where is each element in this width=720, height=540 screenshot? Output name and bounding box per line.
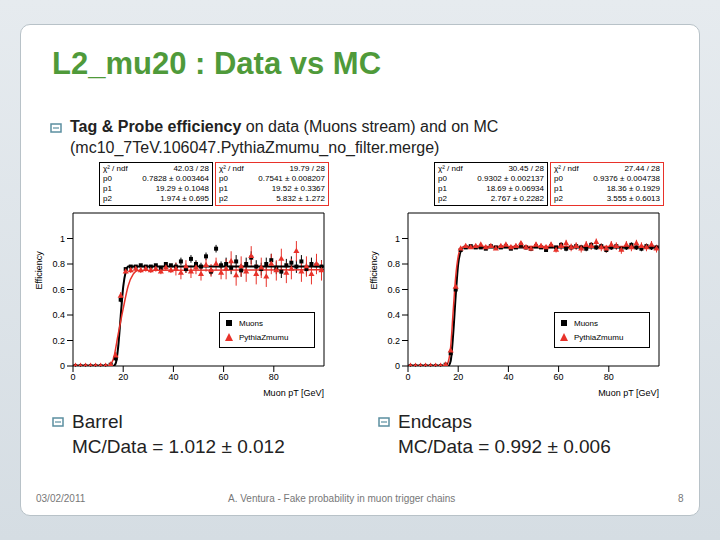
html-text:PythiaZmumu: PythiaZmumu [239,332,289,342]
html-text:PythiaZmumu: PythiaZmumu [574,332,624,342]
svg-text:0.2: 0.2 [387,336,400,346]
svg-text:1: 1 [395,234,400,244]
svg-text:80: 80 [604,372,614,382]
html-text:1.974 ± 0.695: 1.974 ± 0.695 [160,194,209,203]
html-text:8: 8 [678,493,684,504]
html-text:p2: p2 [554,194,563,203]
svg-text:20: 20 [118,372,128,382]
svg-text:60: 60 [554,372,564,382]
svg-text:0.4: 0.4 [52,310,65,320]
html-text:p1: p1 [103,184,112,193]
svg-text:0.6: 0.6 [52,285,65,295]
html-text:χ² / ndf: χ² / ndf [554,164,579,173]
html-text:19.52 ± 0.3367: 19.52 ± 0.3367 [271,184,325,193]
svg-text:40: 40 [503,372,513,382]
html-text:27.44 / 28: 27.44 / 28 [624,164,660,173]
html-text:p0: p0 [438,174,447,183]
html-text:χ² / ndf: χ² / ndf [103,164,128,173]
svg-text:0: 0 [70,372,75,382]
html-text:A. Ventura - Fake probability: A. Ventura - Fake probability in muon tr… [228,493,456,504]
html-text:19.29 ± 0.1048: 19.29 ± 0.1048 [155,184,209,193]
html-text:0.7541 ± 0.008207: 0.7541 ± 0.008207 [258,174,325,183]
html-text:p0: p0 [554,174,563,183]
html-text:p0: p0 [103,174,112,183]
html-text:Tag & Probe efficiency on data: Tag & Probe efficiency on data (Muons st… [70,118,499,156]
html-text:0.9302 ± 0.002137: 0.9302 ± 0.002137 [477,174,544,183]
html-text:42.03 / 28: 42.03 / 28 [173,164,209,173]
svg-text:80: 80 [269,372,279,382]
svg-text:0.4: 0.4 [387,310,400,320]
svg-text:0.8: 0.8 [52,259,65,269]
svg-text:0.6: 0.6 [387,285,400,295]
svg-text:Muon pT [GeV]: Muon pT [GeV] [263,388,324,398]
html-text:χ² / ndf: χ² / ndf [438,164,463,173]
html-text:χ² / ndf: χ² / ndf [219,164,244,173]
html-text:18.36 ± 0.1929: 18.36 ± 0.1929 [606,184,660,193]
html-text:MC/Data = 1.012 ± 0.012: MC/Data = 1.012 ± 0.012 [72,436,285,457]
html-text:p1: p1 [554,184,563,193]
html-text:p0: p0 [219,174,228,183]
svg-text:Efficiency: Efficiency [369,251,379,290]
html-text:19.79 / 28: 19.79 / 28 [289,164,325,173]
html-text:2.767 ± 0.2282: 2.767 ± 0.2282 [490,194,544,203]
html-text:L2_mu20 : Data vs MC: L2_mu20 : Data vs MC [52,46,382,81]
svg-text:1: 1 [60,234,65,244]
html-text:Endcaps: Endcaps [398,411,472,432]
html-text:p2: p2 [219,194,228,203]
html-text:p2: p2 [438,194,447,203]
svg-text:20: 20 [453,372,463,382]
html-text:03/02/2011: 03/02/2011 [36,493,86,504]
html-text:p1: p1 [438,184,447,193]
svg-text:0: 0 [405,372,410,382]
html-text:Barrel: Barrel [72,411,123,432]
svg-text:0.2: 0.2 [52,336,65,346]
html-text:5.832 ± 1.272: 5.832 ± 1.272 [276,194,325,203]
html-text:0.9376 ± 0.004738: 0.9376 ± 0.004738 [593,174,660,183]
svg-text:0.8: 0.8 [387,259,400,269]
html-text:Muons: Muons [239,318,263,328]
svg-text:0: 0 [395,361,400,371]
svg-text:60: 60 [219,372,229,382]
svg-text:Muon pT [GeV]: Muon pT [GeV] [598,388,659,398]
svg-text:0: 0 [60,361,65,371]
html-text:p2: p2 [103,194,112,203]
html-text:Muons: Muons [574,318,598,328]
html-text:30.45 / 28: 30.45 / 28 [508,164,544,173]
svg-text:Efficiency: Efficiency [34,251,44,290]
html-text:p1: p1 [219,184,228,193]
html-text:MC/Data = 0.992 ± 0.006: MC/Data = 0.992 ± 0.006 [398,436,611,457]
svg-text:40: 40 [168,372,178,382]
html-text:0.7828 ± 0.003464: 0.7828 ± 0.003464 [142,174,209,183]
html-text:18.69 ± 0.06934: 18.69 ± 0.06934 [486,184,544,193]
html-text:3.555 ± 0.6013: 3.555 ± 0.6013 [606,194,660,203]
